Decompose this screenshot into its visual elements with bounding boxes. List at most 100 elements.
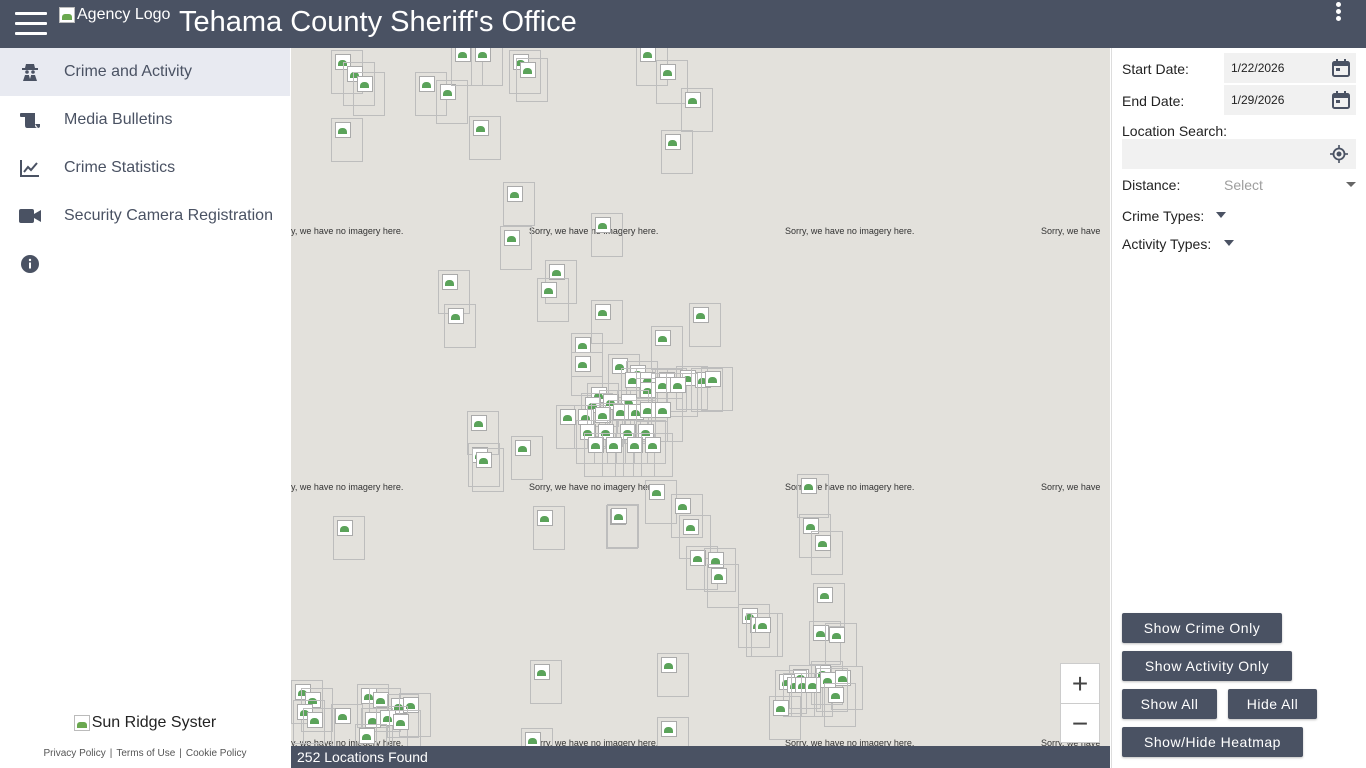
activity-types-dropdown-icon[interactable] xyxy=(1224,240,1234,246)
app-header: Agency Logo Tehama County Sheriff's Offi… xyxy=(0,0,1366,48)
terms-of-use-link[interactable]: Terms of Use xyxy=(116,748,176,759)
incident-marker-icon[interactable] xyxy=(701,367,733,411)
toggle-heatmap-button[interactable]: Show/Hide Heatmap xyxy=(1122,727,1303,757)
zoom-out-button[interactable]: − xyxy=(1071,708,1089,739)
show-crime-only-button[interactable]: Show Crime Only xyxy=(1122,613,1282,643)
no-imagery-label: Sorry, we have xyxy=(1041,226,1101,236)
hide-all-button[interactable]: Hide All xyxy=(1228,689,1317,719)
vendor-logo: Sun Ridge Syster xyxy=(73,714,216,732)
sidebar-item-security-camera-registration[interactable]: Security Camera Registration xyxy=(0,192,290,240)
incident-marker-icon[interactable] xyxy=(797,474,829,518)
start-date-label: Start Date: xyxy=(1122,61,1189,77)
incident-marker-icon[interactable] xyxy=(451,48,483,86)
cookie-policy-link[interactable]: Cookie Policy xyxy=(185,748,247,759)
sidebar-item-crime-statistics[interactable]: Crime Statistics xyxy=(0,144,290,192)
incident-marker-icon[interactable] xyxy=(707,564,739,608)
no-imagery-label: ry, we have no imagery here. xyxy=(291,738,404,746)
incident-marker-icon[interactable] xyxy=(471,48,503,86)
incident-marker-icon[interactable] xyxy=(537,278,569,322)
incident-marker-icon[interactable] xyxy=(303,708,335,746)
incident-marker-icon[interactable] xyxy=(500,226,532,270)
calendar-icon[interactable] xyxy=(1331,90,1351,113)
incident-marker-icon[interactable] xyxy=(623,433,655,477)
filter-panel: Start Date: 1/22/2026 End Date: 1/29/202… xyxy=(1111,48,1366,768)
sidebar-footer: Sun Ridge Syster Privacy Policy | Terms of… xyxy=(0,714,290,759)
map-canvas[interactable]: ry, we have no imagery here. Sorry, we h… xyxy=(291,48,1110,746)
distance-label: Distance: xyxy=(1122,177,1181,193)
start-date-value: 1/22/2026 xyxy=(1231,61,1285,75)
page-title: Tehama County Sheriff's Office xyxy=(179,6,577,38)
incident-marker-icon[interactable] xyxy=(656,60,688,104)
no-imagery-label: Sorry, we have no imagery here. xyxy=(529,226,659,236)
hamburger-menu-icon[interactable] xyxy=(15,12,47,36)
incident-marker-icon[interactable] xyxy=(681,88,713,132)
incident-marker-icon[interactable] xyxy=(811,531,843,575)
incident-marker-icon[interactable] xyxy=(503,182,535,226)
sidebar-item-label: Crime Statistics xyxy=(64,159,176,176)
crime-types-dropdown-icon[interactable] xyxy=(1216,212,1226,218)
privacy-policy-link[interactable]: Privacy Policy xyxy=(43,748,106,759)
no-imagery-label: ry, we have no imagery here. xyxy=(291,482,404,492)
incident-marker-icon[interactable] xyxy=(636,48,668,86)
sidebar-item-label: Crime and Activity xyxy=(64,63,193,80)
incident-marker-icon[interactable] xyxy=(591,213,623,257)
incident-marker-icon[interactable] xyxy=(641,433,673,477)
incident-marker-icon[interactable] xyxy=(607,504,639,548)
incident-marker-icon[interactable] xyxy=(469,116,501,160)
incident-marker-icon[interactable] xyxy=(651,326,683,370)
crime-types-label: Crime Types: xyxy=(1122,208,1205,224)
end-date-label: End Date: xyxy=(1122,93,1185,109)
incident-marker-icon[interactable] xyxy=(591,300,623,344)
incident-marker-icon[interactable] xyxy=(533,506,565,550)
incident-marker-icon[interactable] xyxy=(333,516,365,560)
more-options-icon[interactable] xyxy=(1330,2,1346,24)
end-date-field[interactable]: 1/29/2026 xyxy=(1224,85,1356,115)
incident-marker-icon[interactable] xyxy=(353,72,385,116)
zoom-in-button[interactable]: + xyxy=(1061,664,1099,704)
incident-marker-icon[interactable] xyxy=(530,660,562,704)
incident-marker-icon[interactable] xyxy=(769,696,801,740)
calendar-icon[interactable] xyxy=(1331,58,1351,81)
incident-marker-icon[interactable] xyxy=(436,80,468,124)
incident-marker-icon[interactable] xyxy=(689,303,721,347)
show-activity-only-button[interactable]: Show Activity Only xyxy=(1122,651,1292,681)
no-imagery-label: Sorry, we have no imagery here. xyxy=(529,738,659,746)
incident-marker-icon[interactable] xyxy=(671,494,703,538)
broken-image-icon xyxy=(73,715,90,731)
my-location-icon[interactable] xyxy=(1330,145,1348,168)
incident-marker-icon[interactable] xyxy=(331,118,363,162)
incident-marker-icon[interactable] xyxy=(389,710,421,746)
incident-marker-icon[interactable] xyxy=(602,433,634,477)
incident-marker-icon[interactable] xyxy=(355,724,387,746)
incident-marker-icon[interactable] xyxy=(511,436,543,480)
incident-marker-icon[interactable] xyxy=(657,653,689,697)
incident-marker-icon[interactable] xyxy=(521,728,553,746)
no-imagery-label: Sorry, we have xyxy=(1041,482,1101,492)
location-search-input[interactable] xyxy=(1122,139,1356,169)
incident-marker-icon[interactable] xyxy=(438,270,470,314)
incident-marker-icon[interactable] xyxy=(813,583,845,627)
incident-marker-icon[interactable] xyxy=(584,433,616,477)
sidebar-item-media-bulletins[interactable]: Media Bulletins xyxy=(0,96,290,144)
agency-logo-alt-text: Agency Logo xyxy=(77,6,171,23)
end-date-value: 1/29/2026 xyxy=(1231,93,1285,107)
sidebar-item-label: Security Camera Registration xyxy=(64,207,273,224)
incident-marker-icon[interactable] xyxy=(331,704,363,746)
sidebar-item-crime-and-activity[interactable]: Crime and Activity xyxy=(0,48,290,96)
link-separator: | xyxy=(109,748,113,759)
incident-marker-icon[interactable] xyxy=(824,683,856,727)
incident-marker-icon[interactable] xyxy=(751,613,783,657)
distance-select[interactable]: Select xyxy=(1224,177,1263,193)
incident-marker-icon[interactable] xyxy=(516,58,548,102)
chevron-down-icon[interactable] xyxy=(1346,182,1356,187)
incident-marker-icon[interactable] xyxy=(657,717,689,746)
info-icon xyxy=(18,253,42,275)
incident-marker-icon[interactable] xyxy=(444,304,476,348)
show-all-button[interactable]: Show All xyxy=(1122,689,1217,719)
incident-marker-icon[interactable] xyxy=(661,130,693,174)
incident-marker-icon[interactable] xyxy=(472,448,504,492)
detective-icon xyxy=(18,61,42,83)
start-date-field[interactable]: 1/22/2026 xyxy=(1224,53,1356,83)
broken-image-icon xyxy=(59,7,75,23)
sidebar-item-info[interactable] xyxy=(0,240,290,288)
